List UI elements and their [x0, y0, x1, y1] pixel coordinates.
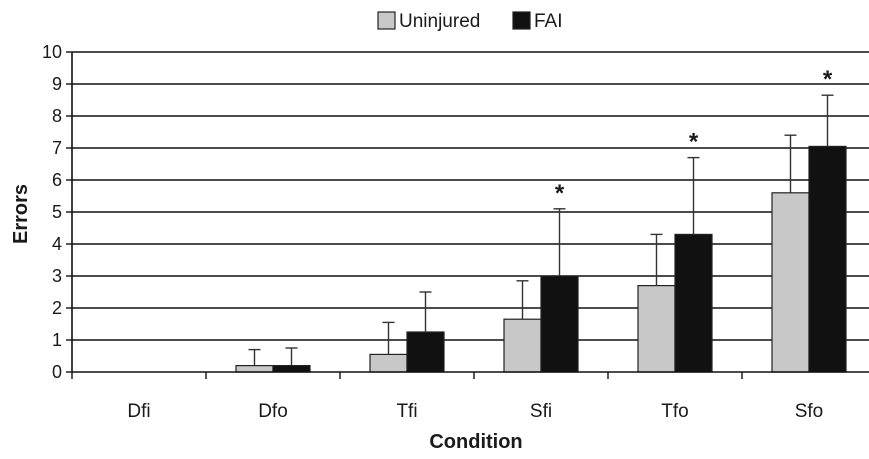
y-axis-title: Errors — [10, 184, 32, 244]
legend-swatch-uninjured — [377, 11, 396, 30]
bars — [235, 94, 847, 373]
y-tick-label: 4 — [52, 234, 62, 254]
y-tick-label: 0 — [52, 362, 62, 382]
significance-star-sfo: * — [823, 66, 833, 93]
x-tick-label-tfo: Tfo — [661, 401, 688, 422]
x-tick-label-sfi: Sfi — [530, 401, 552, 422]
bar-fai-tfo — [674, 233, 713, 373]
bar-uninjured-sfi — [503, 318, 542, 373]
significance-star-tfo: * — [689, 129, 699, 156]
x-axis-title: Condition — [429, 431, 522, 453]
x-tick-label-sfo: Sfo — [795, 401, 824, 422]
y-tick-label: 10 — [42, 42, 62, 62]
x-axis-tick-labels: Dfi Dfo Tfi Sfi Tfo Sfo — [127, 401, 823, 422]
bar-fai-dfo — [272, 365, 311, 373]
y-tick-label: 7 — [52, 138, 62, 158]
y-tick-label: 3 — [52, 266, 62, 286]
bar-fai-sfo — [808, 145, 847, 373]
bar-uninjured-tfo — [637, 285, 676, 373]
significance-star-sfi: * — [555, 180, 565, 207]
axes — [71, 52, 869, 379]
y-tick-label: 9 — [52, 74, 62, 94]
y-tick-label: 1 — [52, 330, 62, 350]
y-tick-label: 5 — [52, 202, 62, 222]
legend-swatch-fai — [512, 11, 531, 30]
legend-label-fai: FAI — [534, 11, 563, 32]
bar-fai-sfi — [540, 275, 579, 373]
y-tick-label: 6 — [52, 170, 62, 190]
legend: Uninjured FAI — [377, 11, 563, 32]
bar-uninjured-sfo — [771, 192, 810, 373]
y-tick-label: 2 — [52, 298, 62, 318]
y-axis-tick-labels: 0 1 2 3 4 5 6 7 8 9 10 — [42, 42, 62, 382]
bar-uninjured-dfo — [235, 365, 274, 373]
significance-markers: * * * — [555, 66, 833, 207]
x-tick-label-dfo: Dfo — [258, 401, 288, 422]
legend-label-uninjured: Uninjured — [399, 11, 480, 32]
y-tick-label: 8 — [52, 106, 62, 126]
bar-fai-tfi — [406, 331, 445, 373]
gridlines — [66, 51, 869, 373]
x-tick-label-tfi: Tfi — [396, 401, 417, 422]
x-tick-label-dfi: Dfi — [127, 401, 150, 422]
bar-uninjured-tfi — [369, 353, 408, 373]
